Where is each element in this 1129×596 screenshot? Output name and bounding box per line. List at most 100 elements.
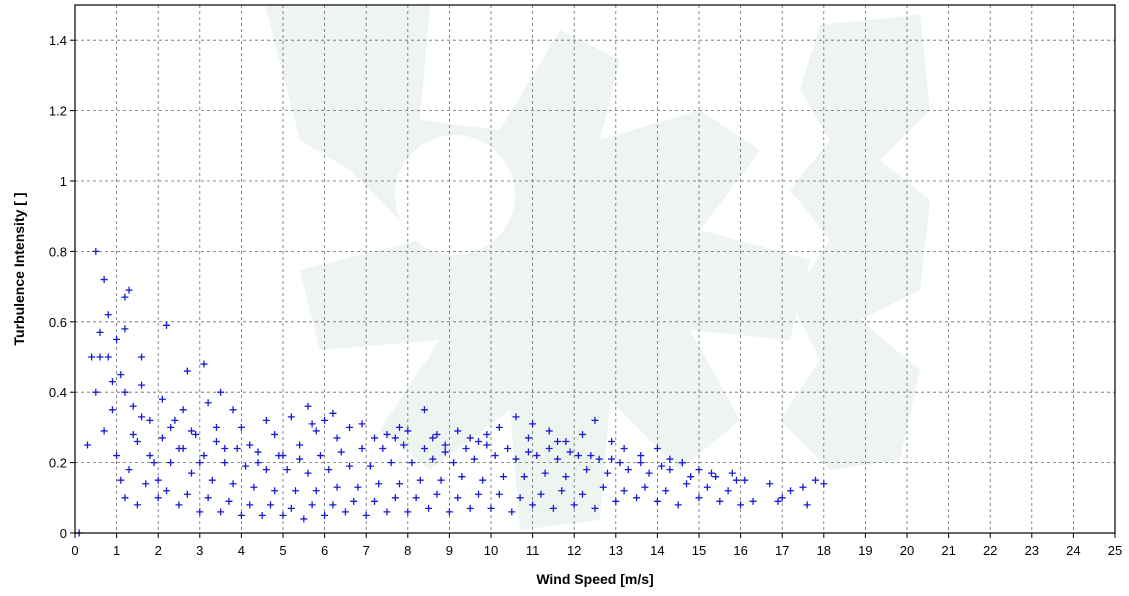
data-point bbox=[508, 508, 516, 516]
x-tick-label: 16 bbox=[733, 543, 747, 558]
data-point bbox=[504, 445, 512, 453]
data-point bbox=[441, 441, 449, 449]
data-point bbox=[695, 494, 703, 502]
data-points bbox=[75, 247, 828, 537]
data-point bbox=[208, 476, 216, 484]
data-point bbox=[150, 459, 158, 467]
x-tick-label: 11 bbox=[526, 543, 540, 558]
data-point bbox=[820, 480, 828, 488]
data-point bbox=[620, 487, 628, 495]
data-point bbox=[113, 452, 121, 460]
data-point bbox=[187, 427, 195, 435]
x-tick-label: 21 bbox=[941, 543, 955, 558]
data-point bbox=[192, 430, 200, 438]
y-tick-label: 0.8 bbox=[49, 244, 67, 259]
data-point bbox=[117, 371, 125, 379]
data-point bbox=[341, 508, 349, 516]
data-point bbox=[196, 459, 204, 467]
data-point bbox=[433, 430, 441, 438]
x-tick-label: 17 bbox=[775, 543, 789, 558]
data-point bbox=[92, 247, 100, 255]
data-point bbox=[183, 490, 191, 498]
data-point bbox=[233, 445, 241, 453]
data-point bbox=[591, 504, 599, 512]
data-point bbox=[371, 497, 379, 505]
x-tick-label: 15 bbox=[692, 543, 706, 558]
data-point bbox=[133, 501, 141, 509]
data-point bbox=[420, 406, 428, 414]
data-point bbox=[300, 515, 308, 523]
data-point bbox=[404, 508, 412, 516]
data-point bbox=[221, 445, 229, 453]
data-point bbox=[612, 497, 620, 505]
x-tick-label: 13 bbox=[609, 543, 623, 558]
data-point bbox=[479, 476, 487, 484]
data-point bbox=[163, 487, 171, 495]
data-point bbox=[287, 504, 295, 512]
data-point bbox=[549, 504, 557, 512]
data-point bbox=[707, 469, 715, 477]
data-point bbox=[121, 293, 129, 301]
data-point bbox=[358, 420, 366, 428]
data-point bbox=[254, 459, 262, 467]
data-point bbox=[495, 423, 503, 431]
y-axis-ticks: 0 0.2 0.4 0.6 0.8 1 1.2 1.4 bbox=[49, 33, 75, 541]
data-point bbox=[217, 508, 225, 516]
data-point bbox=[117, 476, 125, 484]
data-point bbox=[545, 445, 553, 453]
data-point bbox=[304, 402, 312, 410]
data-point bbox=[404, 427, 412, 435]
data-point bbox=[337, 448, 345, 456]
data-point bbox=[163, 321, 171, 329]
data-point bbox=[637, 459, 645, 467]
data-point bbox=[96, 353, 104, 361]
data-point bbox=[425, 504, 433, 512]
data-point bbox=[633, 494, 641, 502]
data-point bbox=[666, 466, 674, 474]
data-point bbox=[204, 399, 212, 407]
data-point bbox=[487, 504, 495, 512]
data-point bbox=[599, 483, 607, 491]
y-tick-label: 1.4 bbox=[49, 33, 67, 48]
data-point bbox=[379, 445, 387, 453]
data-point bbox=[616, 459, 624, 467]
data-point bbox=[154, 476, 162, 484]
data-point bbox=[138, 413, 146, 421]
data-point bbox=[562, 473, 570, 481]
data-point bbox=[416, 476, 424, 484]
data-point bbox=[391, 434, 399, 442]
x-tick-label: 23 bbox=[1025, 543, 1039, 558]
x-axis-title: Wind Speed [m/s] bbox=[536, 571, 653, 587]
data-point bbox=[445, 508, 453, 516]
data-point bbox=[304, 469, 312, 477]
data-point bbox=[645, 469, 653, 477]
data-point bbox=[271, 430, 279, 438]
x-tick-label: 22 bbox=[983, 543, 997, 558]
x-tick-label: 10 bbox=[484, 543, 498, 558]
data-point bbox=[658, 462, 666, 470]
x-tick-label: 24 bbox=[1066, 543, 1080, 558]
x-tick-label: 18 bbox=[817, 543, 831, 558]
data-point bbox=[237, 511, 245, 519]
data-point bbox=[653, 497, 661, 505]
data-point bbox=[221, 459, 229, 467]
data-point bbox=[296, 455, 304, 463]
x-tick-label: 0 bbox=[71, 543, 78, 558]
data-point bbox=[121, 494, 129, 502]
data-point bbox=[491, 452, 499, 460]
data-point bbox=[537, 490, 545, 498]
data-point bbox=[470, 455, 478, 463]
data-point bbox=[296, 441, 304, 449]
x-tick-label: 14 bbox=[650, 543, 664, 558]
data-point bbox=[291, 487, 299, 495]
y-tick-label: 0 bbox=[60, 526, 67, 541]
data-point bbox=[695, 466, 703, 474]
data-point bbox=[662, 487, 670, 495]
data-point bbox=[333, 483, 341, 491]
data-point bbox=[346, 462, 354, 470]
data-point bbox=[104, 311, 112, 319]
data-point bbox=[541, 469, 549, 477]
data-point bbox=[358, 445, 366, 453]
data-point bbox=[595, 455, 603, 463]
data-point bbox=[441, 448, 449, 456]
